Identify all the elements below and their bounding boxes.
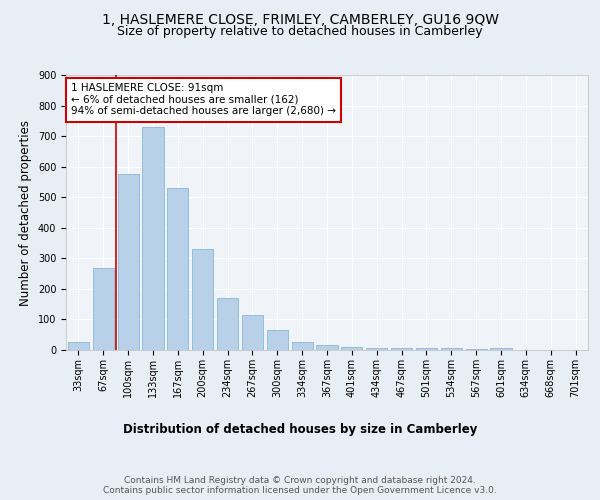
Bar — [490, 348, 512, 350]
Bar — [341, 347, 362, 350]
Bar — [391, 348, 412, 350]
Text: Size of property relative to detached houses in Camberley: Size of property relative to detached ho… — [117, 25, 483, 38]
Text: 1, HASLEMERE CLOSE, FRIMLEY, CAMBERLEY, GU16 9QW: 1, HASLEMERE CLOSE, FRIMLEY, CAMBERLEY, … — [101, 12, 499, 26]
Bar — [93, 268, 114, 350]
Bar — [118, 174, 139, 350]
Bar — [292, 342, 313, 350]
Y-axis label: Number of detached properties: Number of detached properties — [19, 120, 32, 306]
Bar — [416, 348, 437, 350]
Bar — [217, 298, 238, 350]
Text: Contains HM Land Registry data © Crown copyright and database right 2024.
Contai: Contains HM Land Registry data © Crown c… — [103, 476, 497, 495]
Bar — [167, 188, 188, 350]
Bar — [142, 127, 164, 350]
Text: 1 HASLEMERE CLOSE: 91sqm
← 6% of detached houses are smaller (162)
94% of semi-d: 1 HASLEMERE CLOSE: 91sqm ← 6% of detache… — [71, 83, 336, 116]
Bar — [242, 315, 263, 350]
Bar — [441, 348, 462, 350]
Bar — [466, 349, 487, 350]
Bar — [366, 348, 387, 350]
Bar — [267, 330, 288, 350]
Text: Distribution of detached houses by size in Camberley: Distribution of detached houses by size … — [123, 422, 477, 436]
Bar — [68, 342, 89, 350]
Bar — [316, 346, 338, 350]
Bar — [192, 249, 213, 350]
